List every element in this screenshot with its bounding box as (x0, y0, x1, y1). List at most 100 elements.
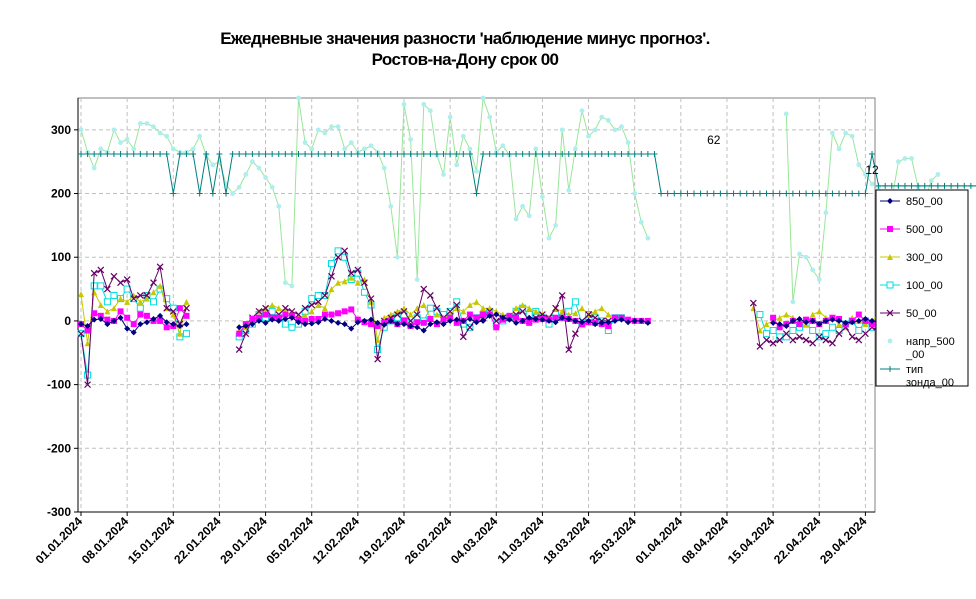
data-point (565, 151, 572, 158)
data-point (586, 133, 591, 139)
data-point (816, 277, 822, 282)
data-point (836, 317, 843, 324)
data-point (130, 329, 137, 336)
data-point (526, 319, 533, 326)
data-point (137, 151, 144, 158)
legend-marker (886, 281, 894, 289)
data-point (295, 151, 302, 158)
data-point (77, 330, 85, 338)
x-tick-label: 19.02.2024 (356, 514, 409, 567)
data-point (130, 151, 137, 158)
data-point (473, 314, 480, 321)
data-point (743, 190, 750, 197)
data-point (288, 151, 295, 158)
data-point (328, 286, 335, 293)
data-point (348, 151, 355, 158)
data-point (540, 194, 545, 200)
data-point (157, 130, 163, 136)
data-point (486, 151, 493, 158)
data-point (533, 146, 539, 152)
data-point (302, 317, 309, 324)
data-point (296, 95, 301, 101)
data-point (842, 319, 849, 326)
data-point (97, 312, 104, 319)
data-point (579, 108, 585, 114)
data-point (770, 314, 777, 321)
data-point (262, 311, 269, 318)
data-point (552, 314, 559, 321)
data-point (275, 314, 282, 321)
data-point (519, 307, 527, 315)
legend-item: 100_00 (880, 280, 943, 292)
data-point (532, 316, 539, 323)
data-point (592, 321, 599, 328)
data-point (460, 133, 466, 139)
data-point (453, 151, 460, 158)
data-point (829, 316, 836, 323)
data-point (697, 190, 704, 197)
data-point (262, 151, 269, 158)
data-point (783, 111, 789, 117)
data-point (486, 312, 493, 319)
data-point (849, 319, 856, 326)
data-point (117, 308, 124, 315)
data-point (520, 203, 526, 209)
data-label: 12 (865, 163, 879, 177)
data-point (605, 151, 612, 158)
data-point (170, 146, 176, 152)
data-point (348, 140, 354, 145)
data-point (249, 151, 256, 158)
data-point (269, 302, 276, 308)
data-point (651, 151, 658, 158)
data-point (407, 151, 414, 158)
data-point (407, 311, 414, 318)
data-point (598, 305, 605, 312)
data-point (150, 298, 158, 306)
data-point (611, 151, 618, 158)
data-point (644, 319, 651, 326)
data-point (334, 253, 342, 261)
data-point (625, 319, 632, 326)
data-point (585, 151, 592, 158)
data-point (677, 190, 684, 197)
data-point (242, 151, 249, 158)
data-point (262, 304, 269, 312)
data-point (934, 182, 941, 189)
data-point (143, 295, 150, 302)
data-point (420, 319, 427, 326)
data-point (559, 151, 566, 158)
data-point (315, 127, 321, 133)
data-point (243, 172, 249, 177)
data-point (150, 289, 157, 296)
data-point (78, 321, 84, 328)
data-point (255, 317, 262, 324)
data-point (308, 301, 316, 309)
data-point (453, 305, 460, 312)
data-point (354, 151, 361, 158)
chart-title: Ежедневные значения разности 'наблюдение… (220, 29, 710, 48)
x-tick-label: 29.04.2024 (817, 514, 870, 567)
data-point (454, 162, 460, 168)
data-point (855, 311, 862, 318)
x-tick-label: 01.04.2024 (633, 514, 686, 567)
data-point (301, 304, 309, 312)
data-point (592, 151, 599, 158)
data-point (321, 292, 329, 299)
data-point (400, 307, 408, 315)
data-point (723, 190, 730, 197)
data-point (335, 279, 342, 286)
data-point (605, 117, 611, 123)
data-point (374, 319, 381, 326)
data-point (90, 269, 98, 277)
data-point (288, 323, 296, 331)
data-point (183, 151, 190, 158)
data-point (909, 156, 914, 161)
data-point (321, 316, 328, 323)
data-point (151, 124, 156, 130)
data-point (843, 130, 849, 136)
data-point (84, 340, 91, 347)
data-point (546, 317, 553, 324)
data-point (532, 151, 539, 158)
x-tick-label: 11.03.2024 (495, 514, 547, 566)
data-point (176, 151, 183, 158)
